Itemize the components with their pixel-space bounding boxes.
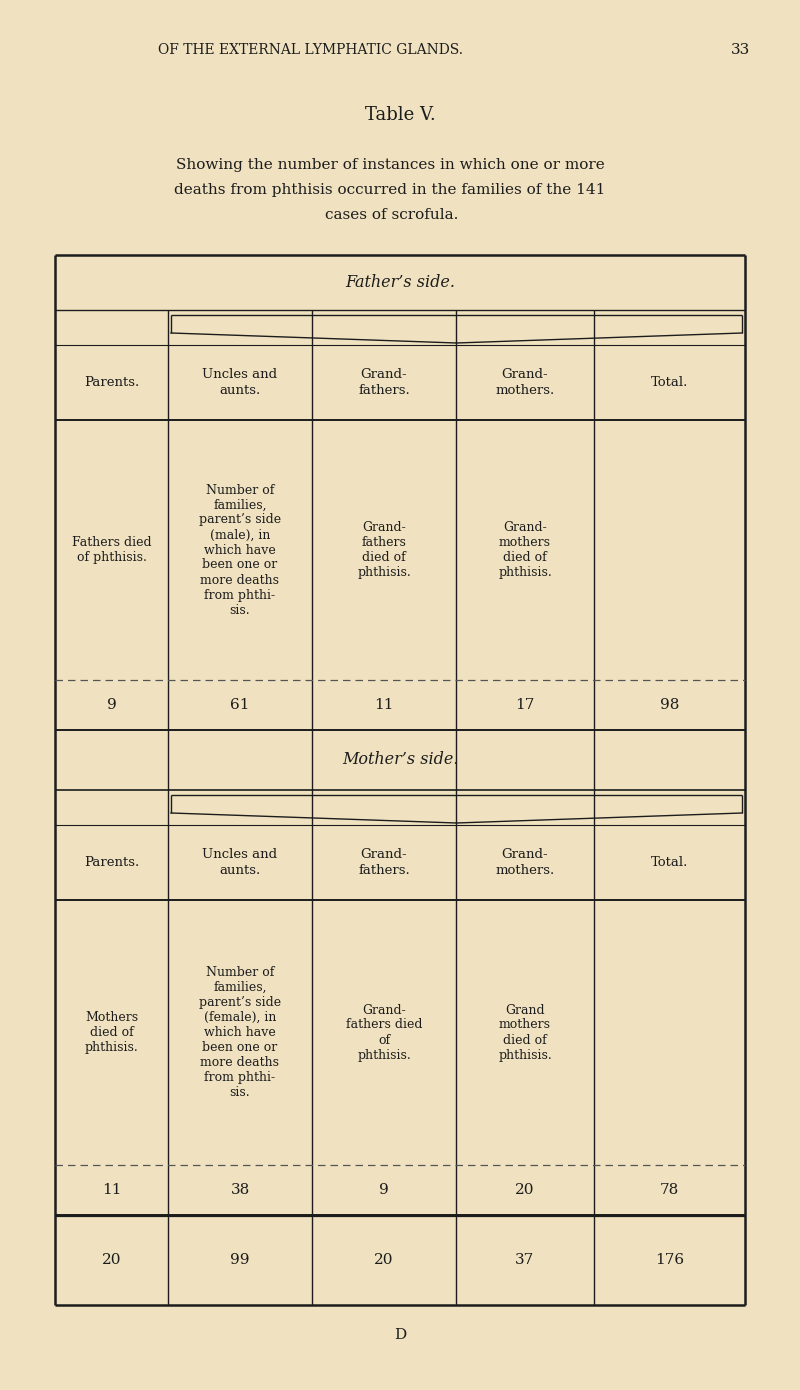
Text: Uncles and
aunts.: Uncles and aunts. [202, 368, 278, 396]
Text: 11: 11 [374, 698, 394, 712]
Text: Grand-
mothers.: Grand- mothers. [495, 368, 554, 396]
Text: 9: 9 [379, 1183, 389, 1197]
Text: Mothers
died of
phthisis.: Mothers died of phthisis. [85, 1011, 138, 1054]
Text: 20: 20 [102, 1252, 122, 1268]
Text: 17: 17 [515, 698, 534, 712]
Text: cases of scrofula.: cases of scrofula. [325, 208, 458, 222]
Text: deaths from phthisis occurred in the families of the 141: deaths from phthisis occurred in the fam… [174, 183, 606, 197]
Text: Fathers died
of phthisis.: Fathers died of phthisis. [72, 537, 151, 564]
Text: 61: 61 [230, 698, 250, 712]
Text: Grand-
fathers died
of
phthisis.: Grand- fathers died of phthisis. [346, 1004, 422, 1062]
Text: OF THE EXTERNAL LYMPHATIC GLANDS.: OF THE EXTERNAL LYMPHATIC GLANDS. [158, 43, 462, 57]
Text: Total.: Total. [651, 856, 688, 869]
Text: Mother’s side.: Mother’s side. [342, 752, 458, 769]
Text: 38: 38 [230, 1183, 250, 1197]
Text: Grand-
mothers
died of
phthisis.: Grand- mothers died of phthisis. [498, 521, 552, 580]
Text: 176: 176 [655, 1252, 684, 1268]
Text: 11: 11 [102, 1183, 122, 1197]
Text: 37: 37 [515, 1252, 534, 1268]
Text: Table V.: Table V. [365, 106, 435, 124]
Text: Grand-
fathers.: Grand- fathers. [358, 368, 410, 396]
Text: D: D [394, 1327, 406, 1341]
Text: 33: 33 [730, 43, 750, 57]
Text: Number of
families,
parent’s side
(female), in
which have
been one or
more death: Number of families, parent’s side (femal… [199, 966, 281, 1099]
Text: Uncles and
aunts.: Uncles and aunts. [202, 848, 278, 877]
Text: Grand-
fathers
died of
phthisis.: Grand- fathers died of phthisis. [357, 521, 411, 580]
Text: Total.: Total. [651, 377, 688, 389]
Text: 9: 9 [106, 698, 116, 712]
Text: 20: 20 [515, 1183, 534, 1197]
Text: Parents.: Parents. [84, 856, 139, 869]
Text: 78: 78 [660, 1183, 679, 1197]
Text: 20: 20 [374, 1252, 394, 1268]
Text: 98: 98 [660, 698, 679, 712]
Text: Grand-
mothers.: Grand- mothers. [495, 848, 554, 877]
Text: Father’s side.: Father’s side. [345, 274, 455, 291]
Text: Showing the number of instances in which one or more: Showing the number of instances in which… [176, 158, 604, 172]
Text: Parents.: Parents. [84, 377, 139, 389]
Text: Grand-
fathers.: Grand- fathers. [358, 848, 410, 877]
Text: Grand
mothers
died of
phthisis.: Grand mothers died of phthisis. [498, 1004, 552, 1062]
Text: Number of
families,
parent’s side
(male), in
which have
been one or
more deaths
: Number of families, parent’s side (male)… [199, 484, 281, 617]
Text: 99: 99 [230, 1252, 250, 1268]
